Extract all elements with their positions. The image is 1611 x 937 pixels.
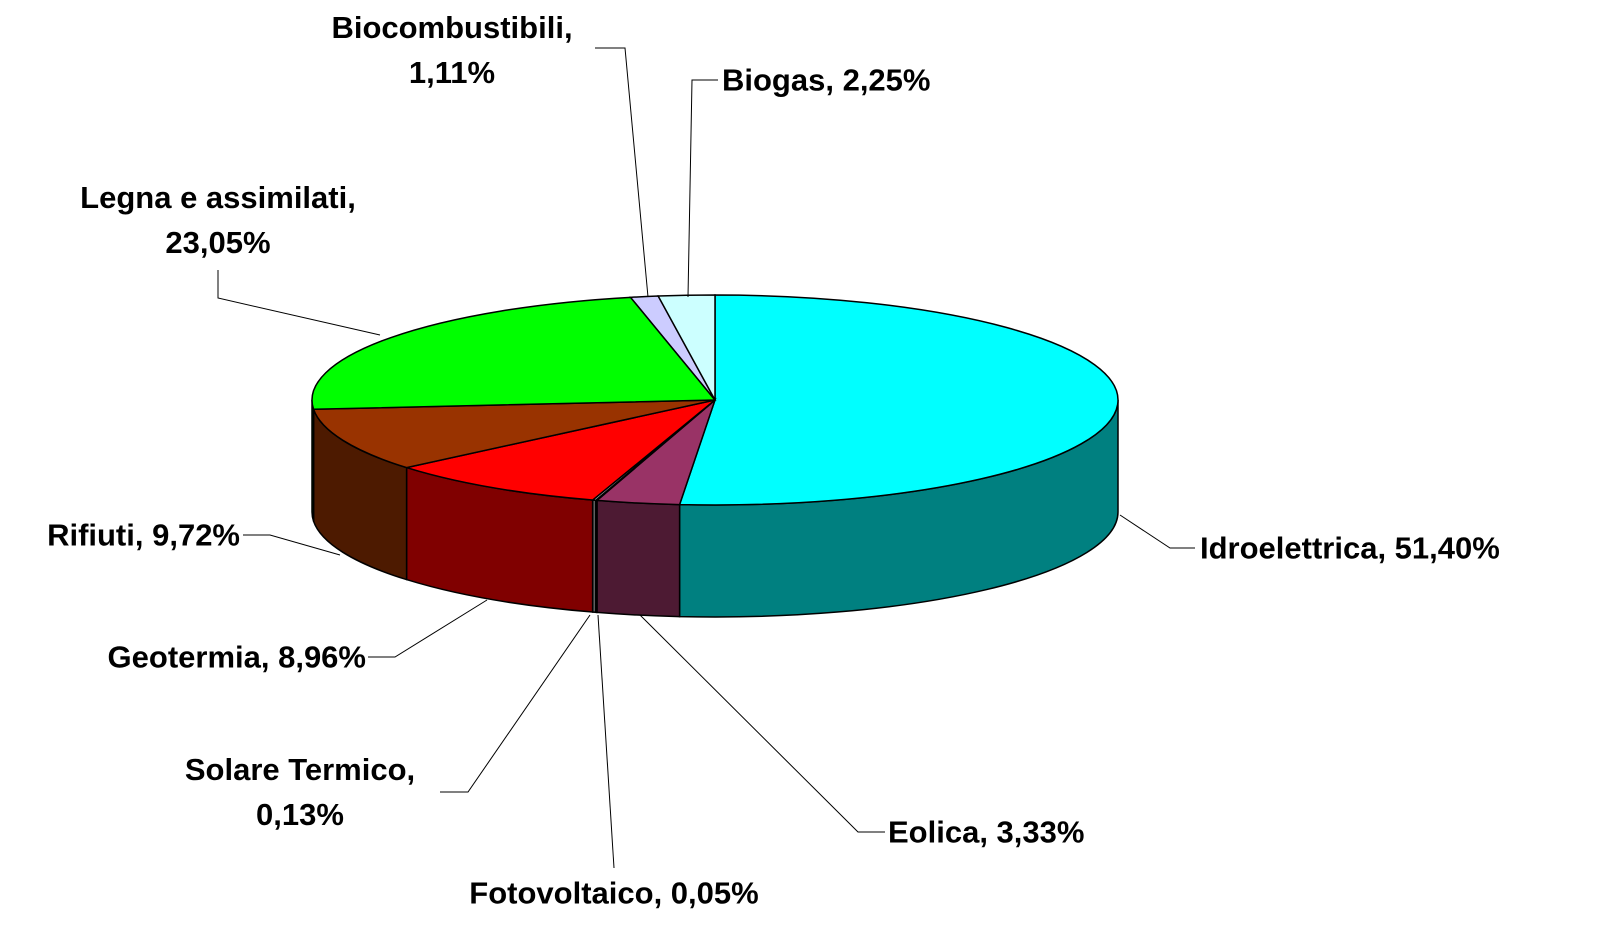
data-label: Rifiuti, 9,72% <box>47 517 240 553</box>
slice <box>312 399 716 469</box>
data-label: Fotovoltaico, 0,05% <box>469 875 759 911</box>
data-label: Geotermia, 8,96% <box>107 639 366 675</box>
leader-line <box>595 47 649 298</box>
slice <box>656 294 716 401</box>
data-label: Biogas, 2,25% <box>722 62 931 98</box>
leader-line <box>368 599 488 658</box>
data-label: Idroelettrica, 51,40% <box>1200 530 1500 566</box>
data-label: Legna e assimilati, 23,05% <box>80 180 356 260</box>
leader-line <box>639 614 885 833</box>
slice <box>403 399 716 501</box>
slice <box>678 294 1119 506</box>
leader-line <box>597 614 615 869</box>
data-label: Eolica, 3,33% <box>888 814 1085 850</box>
leader-line <box>440 614 591 793</box>
slice-side <box>311 399 315 522</box>
leader-line <box>1119 514 1195 549</box>
leader-line <box>687 79 718 298</box>
slice-side <box>596 499 681 618</box>
leader-line <box>217 270 381 336</box>
slice <box>311 296 717 411</box>
leader-line <box>243 534 341 556</box>
data-label: Solare Termico, 0,13% <box>184 752 416 832</box>
data-label: Biocombustibili, 1,11% <box>331 10 573 90</box>
